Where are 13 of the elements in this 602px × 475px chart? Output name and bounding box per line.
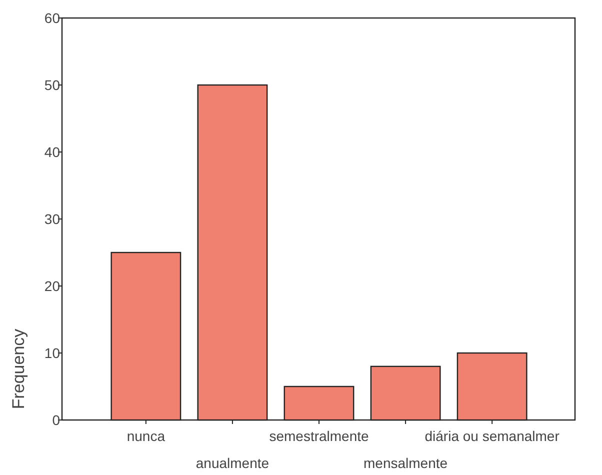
x-tick-label: anualmente bbox=[196, 455, 270, 471]
x-tick-label: diária ou semanalmer bbox=[424, 428, 560, 444]
y-tick-label: 20 bbox=[44, 278, 60, 294]
y-tick-label: 0 bbox=[52, 412, 60, 428]
y-tick-label: 40 bbox=[44, 144, 60, 160]
y-axis-title: Frequency bbox=[9, 328, 28, 410]
x-tick-label: semestralmente bbox=[269, 428, 370, 444]
y-tick-label: 50 bbox=[44, 76, 60, 93]
y-tick-label: 10 bbox=[44, 344, 60, 361]
y-tick-label: 60 bbox=[44, 10, 60, 26]
x-tick-label: mensalmente bbox=[364, 455, 448, 471]
x-tick-label: nunca bbox=[126, 428, 166, 444]
y-tick-label: 30 bbox=[44, 210, 60, 227]
